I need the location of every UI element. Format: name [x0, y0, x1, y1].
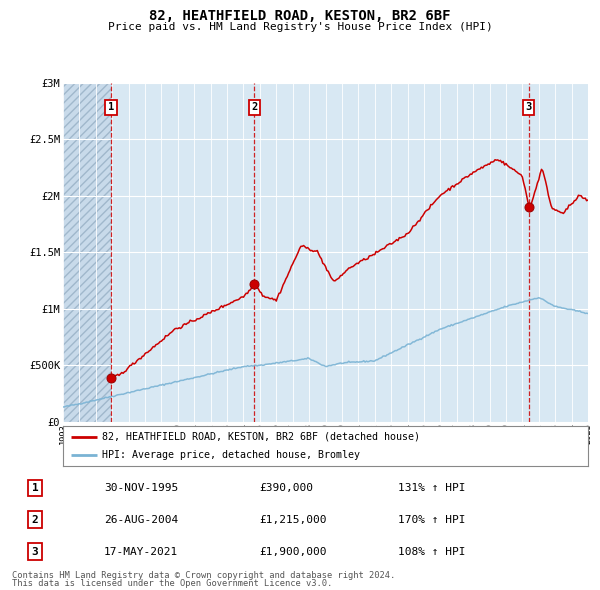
- Bar: [63, 83, 111, 422]
- Bar: [63, 83, 111, 422]
- Text: 1: 1: [32, 483, 38, 493]
- Text: 2: 2: [251, 103, 257, 113]
- Text: 108% ↑ HPI: 108% ↑ HPI: [398, 546, 466, 556]
- Text: 82, HEATHFIELD ROAD, KESTON, BR2 6BF (detached house): 82, HEATHFIELD ROAD, KESTON, BR2 6BF (de…: [103, 432, 421, 442]
- Text: This data is licensed under the Open Government Licence v3.0.: This data is licensed under the Open Gov…: [12, 579, 332, 588]
- Text: £1,900,000: £1,900,000: [260, 546, 327, 556]
- Text: 30-NOV-1995: 30-NOV-1995: [104, 483, 178, 493]
- Text: £390,000: £390,000: [260, 483, 314, 493]
- Text: 131% ↑ HPI: 131% ↑ HPI: [398, 483, 466, 493]
- Text: 1: 1: [108, 103, 114, 113]
- Text: HPI: Average price, detached house, Bromley: HPI: Average price, detached house, Brom…: [103, 450, 361, 460]
- Text: 3: 3: [526, 103, 532, 113]
- Text: 26-AUG-2004: 26-AUG-2004: [104, 515, 178, 525]
- Text: £1,215,000: £1,215,000: [260, 515, 327, 525]
- Text: 2: 2: [32, 515, 38, 525]
- Text: 17-MAY-2021: 17-MAY-2021: [104, 546, 178, 556]
- Text: Price paid vs. HM Land Registry's House Price Index (HPI): Price paid vs. HM Land Registry's House …: [107, 22, 493, 32]
- Text: Contains HM Land Registry data © Crown copyright and database right 2024.: Contains HM Land Registry data © Crown c…: [12, 571, 395, 579]
- Text: 170% ↑ HPI: 170% ↑ HPI: [398, 515, 466, 525]
- Text: 3: 3: [32, 546, 38, 556]
- Text: 82, HEATHFIELD ROAD, KESTON, BR2 6BF: 82, HEATHFIELD ROAD, KESTON, BR2 6BF: [149, 9, 451, 24]
